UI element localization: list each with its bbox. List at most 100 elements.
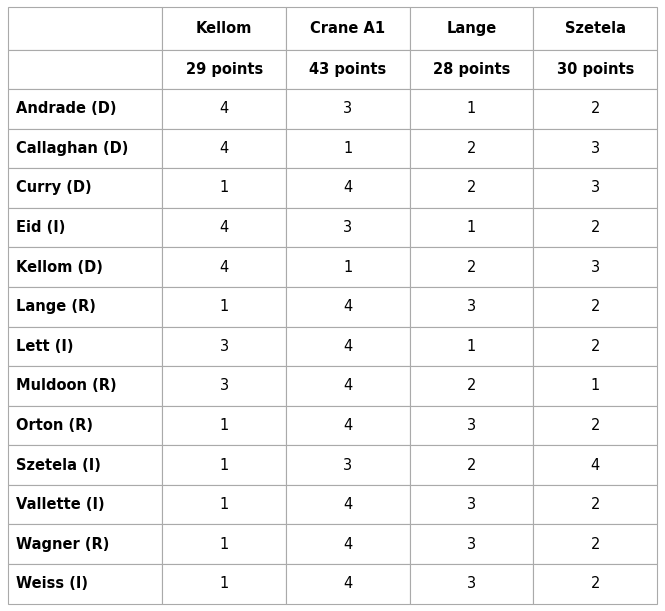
Bar bbox=[286, 564, 410, 604]
Text: 3: 3 bbox=[591, 260, 600, 275]
Text: 3: 3 bbox=[467, 576, 476, 591]
Text: 1: 1 bbox=[467, 339, 476, 354]
Bar bbox=[533, 247, 657, 287]
Text: 1: 1 bbox=[467, 101, 476, 116]
Bar bbox=[533, 287, 657, 326]
Bar bbox=[162, 89, 286, 129]
Text: 2: 2 bbox=[467, 378, 476, 393]
Bar bbox=[410, 50, 533, 89]
Bar bbox=[8, 485, 162, 524]
Bar bbox=[410, 366, 533, 406]
Bar bbox=[162, 129, 286, 168]
Text: 2: 2 bbox=[467, 141, 476, 156]
Bar bbox=[162, 50, 286, 89]
Bar bbox=[162, 445, 286, 485]
Text: 3: 3 bbox=[343, 101, 352, 116]
Text: 1: 1 bbox=[591, 378, 600, 393]
Text: 2: 2 bbox=[591, 220, 600, 235]
Bar bbox=[162, 564, 286, 604]
Text: 4: 4 bbox=[219, 101, 229, 116]
Bar bbox=[162, 366, 286, 406]
Bar bbox=[162, 326, 286, 366]
Bar bbox=[8, 326, 162, 366]
Text: Kellom (D): Kellom (D) bbox=[16, 260, 103, 275]
Bar bbox=[162, 524, 286, 564]
Bar bbox=[533, 406, 657, 445]
Text: Szetela: Szetela bbox=[565, 21, 626, 36]
Text: 2: 2 bbox=[591, 576, 600, 591]
Text: 4: 4 bbox=[343, 339, 352, 354]
Bar bbox=[286, 485, 410, 524]
Text: Andrade (D): Andrade (D) bbox=[16, 101, 116, 116]
Bar bbox=[410, 485, 533, 524]
Bar bbox=[286, 50, 410, 89]
Text: 3: 3 bbox=[219, 339, 229, 354]
Bar bbox=[8, 168, 162, 208]
Text: 2: 2 bbox=[467, 180, 476, 196]
Bar bbox=[286, 247, 410, 287]
Bar bbox=[410, 564, 533, 604]
Text: Lange (R): Lange (R) bbox=[16, 299, 96, 314]
Bar bbox=[8, 208, 162, 247]
Bar bbox=[8, 7, 162, 50]
Bar bbox=[410, 445, 533, 485]
Text: Callaghan (D): Callaghan (D) bbox=[16, 141, 128, 156]
Text: 4: 4 bbox=[219, 220, 229, 235]
Bar bbox=[533, 485, 657, 524]
Bar bbox=[286, 366, 410, 406]
Bar bbox=[533, 7, 657, 50]
Bar bbox=[162, 287, 286, 326]
Text: 4: 4 bbox=[343, 418, 352, 433]
Bar bbox=[162, 7, 286, 50]
Text: 2: 2 bbox=[591, 537, 600, 552]
Bar bbox=[8, 445, 162, 485]
Text: 1: 1 bbox=[467, 220, 476, 235]
Bar bbox=[286, 208, 410, 247]
Bar bbox=[8, 247, 162, 287]
Text: Curry (D): Curry (D) bbox=[16, 180, 92, 196]
Bar bbox=[410, 247, 533, 287]
Bar bbox=[8, 366, 162, 406]
Text: Wagner (R): Wagner (R) bbox=[16, 537, 109, 552]
Text: 4: 4 bbox=[343, 576, 352, 591]
Text: 3: 3 bbox=[219, 378, 229, 393]
Bar bbox=[533, 50, 657, 89]
Text: 4: 4 bbox=[591, 458, 600, 473]
Text: 3: 3 bbox=[591, 180, 600, 196]
Bar bbox=[162, 208, 286, 247]
Bar bbox=[410, 89, 533, 129]
Bar bbox=[410, 326, 533, 366]
Text: 3: 3 bbox=[591, 141, 600, 156]
Text: 3: 3 bbox=[467, 497, 476, 512]
Text: Orton (R): Orton (R) bbox=[16, 418, 93, 433]
Text: Weiss (I): Weiss (I) bbox=[16, 576, 88, 591]
Bar bbox=[286, 7, 410, 50]
Text: 1: 1 bbox=[343, 260, 352, 275]
Text: 4: 4 bbox=[343, 378, 352, 393]
Text: 2: 2 bbox=[467, 458, 476, 473]
Bar bbox=[8, 524, 162, 564]
Bar bbox=[533, 168, 657, 208]
Text: 4: 4 bbox=[343, 299, 352, 314]
Bar bbox=[410, 168, 533, 208]
Text: Crane A1: Crane A1 bbox=[311, 21, 386, 36]
Text: 1: 1 bbox=[219, 576, 229, 591]
Text: 4: 4 bbox=[343, 180, 352, 196]
Bar bbox=[410, 7, 533, 50]
Text: 3: 3 bbox=[467, 418, 476, 433]
Text: 4: 4 bbox=[343, 497, 352, 512]
Bar bbox=[533, 366, 657, 406]
Text: 3: 3 bbox=[467, 299, 476, 314]
Bar bbox=[286, 168, 410, 208]
Bar bbox=[286, 129, 410, 168]
Bar bbox=[410, 406, 533, 445]
Text: 4: 4 bbox=[219, 141, 229, 156]
Text: 2: 2 bbox=[591, 101, 600, 116]
Text: 3: 3 bbox=[467, 537, 476, 552]
Text: 1: 1 bbox=[343, 141, 352, 156]
Text: 1: 1 bbox=[219, 537, 229, 552]
Bar bbox=[410, 129, 533, 168]
Bar bbox=[533, 445, 657, 485]
Text: 43 points: 43 points bbox=[309, 62, 386, 77]
Text: Kellom: Kellom bbox=[196, 21, 253, 36]
